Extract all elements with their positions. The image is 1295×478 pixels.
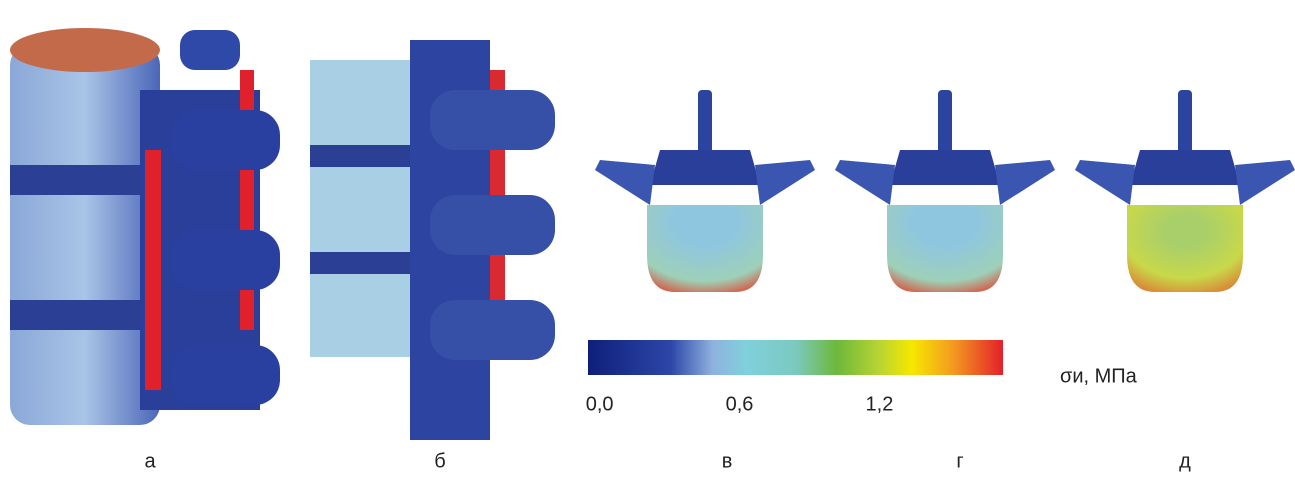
colorbar-tick-label: 1,2 (866, 393, 894, 415)
panel-label: в (722, 450, 733, 472)
colorbar-tick-label: 0,0 (586, 393, 614, 415)
colorbar-tick-label: 0,6 (726, 393, 754, 415)
panel-label: г (956, 450, 963, 472)
panel-label: а (144, 450, 156, 472)
vertebra-v (595, 90, 815, 292)
vertebra-g (835, 90, 1055, 292)
page: σи, МПа 0,00,61,2абвгд (() => { const da… (0, 0, 1295, 478)
model-a (10, 28, 280, 425)
panel-label: б (434, 450, 445, 472)
figure: σи, МПа 0,0 0,6 1,2 а б в г д (0, 0, 1295, 473)
colorbar-unit: σи, МПа (1060, 365, 1138, 387)
vertebra-d (1075, 90, 1295, 292)
colorbar (588, 340, 1003, 375)
model-b (310, 40, 555, 440)
panel-label: д (1179, 450, 1191, 472)
